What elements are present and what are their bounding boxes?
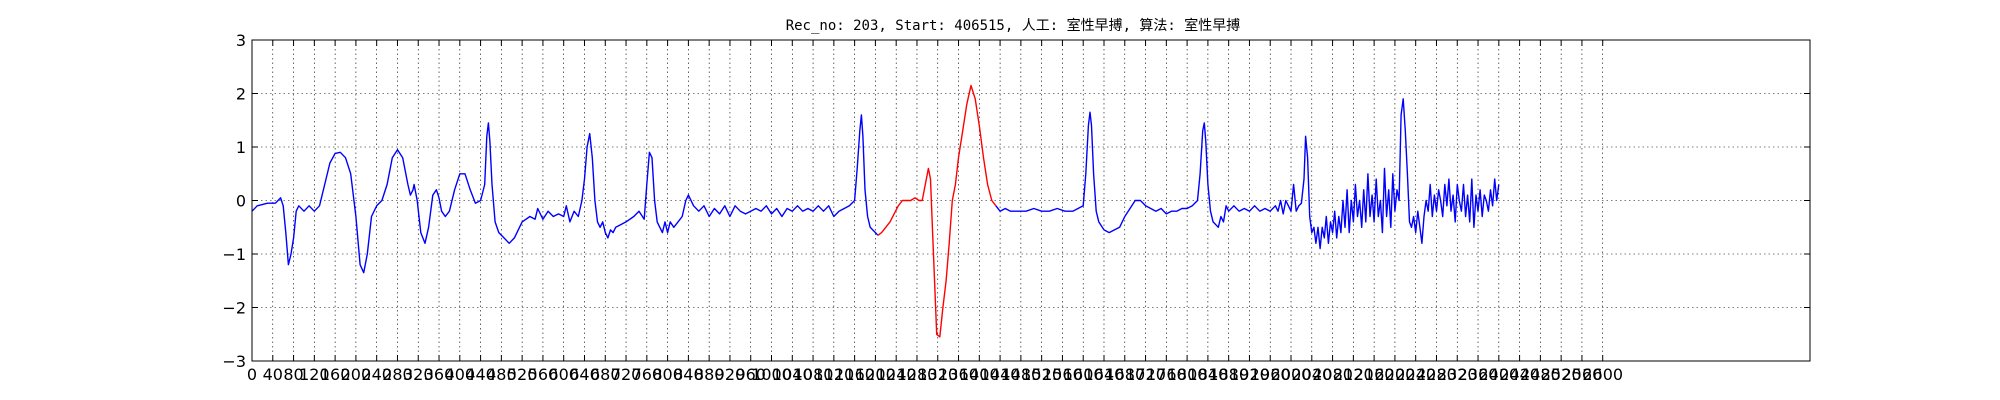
y-tick-label: 0 xyxy=(236,192,246,211)
chart-title: Rec_no: 203, Start: 406515, 人工: 室性早搏, 算法… xyxy=(786,17,1241,34)
x-tick-label: 2280 xyxy=(1416,365,1457,384)
x-tick-label: 1520 xyxy=(1021,365,1062,384)
x-tick-label: 320 xyxy=(403,365,434,384)
x-tick-label: 800 xyxy=(652,365,683,384)
x-tick-label: 1920 xyxy=(1229,365,1270,384)
x-tick-label: 2600 xyxy=(1582,365,1623,384)
x-tick-label: 840 xyxy=(673,365,704,384)
x-tick-label: 680 xyxy=(590,365,621,384)
x-tick-label: 1160 xyxy=(834,365,875,384)
x-tick-label: 1840 xyxy=(1188,365,1229,384)
x-tick-label: 120 xyxy=(299,365,330,384)
x-tick-label: 1120 xyxy=(813,365,854,384)
grid-lines xyxy=(251,39,1810,362)
x-tick-label: 1760 xyxy=(1146,365,1187,384)
x-tick-label: 640 xyxy=(569,365,600,384)
x-tick-label: 240 xyxy=(361,365,392,384)
x-tick-label: 1720 xyxy=(1125,365,1166,384)
x-tick-label: 1240 xyxy=(876,365,917,384)
x-tick-label: 1000 xyxy=(751,365,792,384)
x-tick-label: 1680 xyxy=(1104,365,1145,384)
x-tick-label: 200 xyxy=(341,365,372,384)
series-lines xyxy=(251,84,1500,338)
x-tick-label: 1640 xyxy=(1084,365,1125,384)
x-tick-label: 1480 xyxy=(1001,365,1042,384)
x-tick-label: 1560 xyxy=(1042,365,1083,384)
x-tick-label: 1600 xyxy=(1063,365,1104,384)
y-tick-label: −3 xyxy=(222,352,246,371)
x-tick-label: 1200 xyxy=(855,365,896,384)
x-tick-label: 160 xyxy=(320,365,351,384)
ecg-series-line-2 xyxy=(877,84,997,338)
x-tick-label: 2320 xyxy=(1437,365,1478,384)
x-tick-label: 1800 xyxy=(1167,365,1208,384)
y-tick-label: 2 xyxy=(236,85,246,104)
x-tick-label: 2040 xyxy=(1291,365,1332,384)
x-tick-label: 880 xyxy=(694,365,725,384)
x-tick-label: 2240 xyxy=(1395,365,1436,384)
x-tick-label: 360 xyxy=(424,365,455,384)
x-tick-label: 920 xyxy=(715,365,746,384)
y-tick-label: 3 xyxy=(236,31,246,50)
x-tick-label: 40 xyxy=(263,365,283,384)
x-tick-label: 560 xyxy=(528,365,559,384)
x-tick-label: 520 xyxy=(507,365,538,384)
x-tick-label: 1320 xyxy=(917,365,958,384)
y-tick-labels: −3 −2 −1 0 1 2 3 xyxy=(222,31,246,371)
x-tick-label: 2200 xyxy=(1375,365,1416,384)
x-tick-label: 280 xyxy=(382,365,413,384)
x-tick-label: 2440 xyxy=(1499,365,1540,384)
x-tick-label: 2080 xyxy=(1312,365,1353,384)
x-tick-label: 720 xyxy=(611,365,642,384)
x-tick-label: 2520 xyxy=(1541,365,1582,384)
x-tick-label: 400 xyxy=(445,365,476,384)
x-tick-label: 1960 xyxy=(1250,365,1291,384)
x-tick-label: 1040 xyxy=(772,365,813,384)
axis-ticks xyxy=(251,39,1810,362)
x-tick-label: 2000 xyxy=(1271,365,1312,384)
x-tick-label: 1080 xyxy=(793,365,834,384)
x-tick-label: 760 xyxy=(632,365,663,384)
x-tick-label: 480 xyxy=(486,365,517,384)
x-tick-label: 80 xyxy=(283,365,303,384)
x-tick-label: 2560 xyxy=(1562,365,1603,384)
x-tick-label: 2120 xyxy=(1333,365,1374,384)
x-tick-label: 2360 xyxy=(1458,365,1499,384)
x-tick-label: 0 xyxy=(247,365,257,384)
y-tick-label: 1 xyxy=(236,138,246,157)
ecg-series-line-1 xyxy=(251,114,879,274)
x-tick-label: 440 xyxy=(465,365,496,384)
x-tick-label: 600 xyxy=(548,365,579,384)
x-tick-label: 2480 xyxy=(1520,365,1561,384)
x-tick-labels: 0 40 8012016020024028032036040044048052056… xyxy=(247,365,1623,384)
x-tick-label: 1880 xyxy=(1208,365,1249,384)
x-tick-label: 960 xyxy=(735,365,766,384)
y-tick-label: −1 xyxy=(222,245,246,264)
x-tick-label: 1440 xyxy=(980,365,1021,384)
y-tick-label: −2 xyxy=(222,299,246,318)
x-tick-label: 2160 xyxy=(1354,365,1395,384)
x-tick-label: 1280 xyxy=(897,365,938,384)
x-tick-label: 1400 xyxy=(959,365,1000,384)
x-tick-label: 2400 xyxy=(1478,365,1519,384)
ecg-series-line-3 xyxy=(995,98,1500,250)
x-tick-label: 1360 xyxy=(938,365,979,384)
